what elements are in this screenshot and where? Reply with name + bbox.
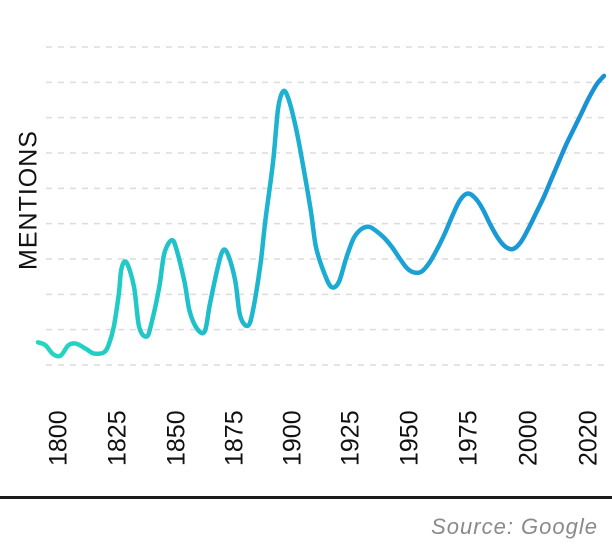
x-tick-label: 1800	[45, 410, 73, 466]
x-tick-label: 1850	[163, 410, 191, 466]
x-tick-label: 1875	[221, 410, 249, 466]
x-axis-ticks: 1800 1825 1850 1875 1900 1925 1950 1975 2000 2020	[45, 410, 603, 466]
x-tick-label: 1975	[455, 410, 483, 466]
series-line	[35, 73, 607, 359]
source-note: Source: Google	[431, 514, 598, 539]
x-tick-label: 1925	[337, 410, 365, 466]
line-chart: MENTIONS 1800 1825 1850 1875 1900 1925 1950 197…	[15, 46, 607, 466]
y-axis-label: MENTIONS	[15, 130, 43, 270]
x-tick-label: 2000	[515, 410, 543, 466]
x-tick-label: 1825	[104, 410, 132, 466]
x-tick-label: 1900	[279, 410, 307, 466]
x-tick-label: 1950	[396, 410, 424, 466]
gridlines	[46, 46, 604, 366]
footer-divider	[0, 496, 612, 499]
x-tick-label: 2020	[575, 410, 603, 466]
